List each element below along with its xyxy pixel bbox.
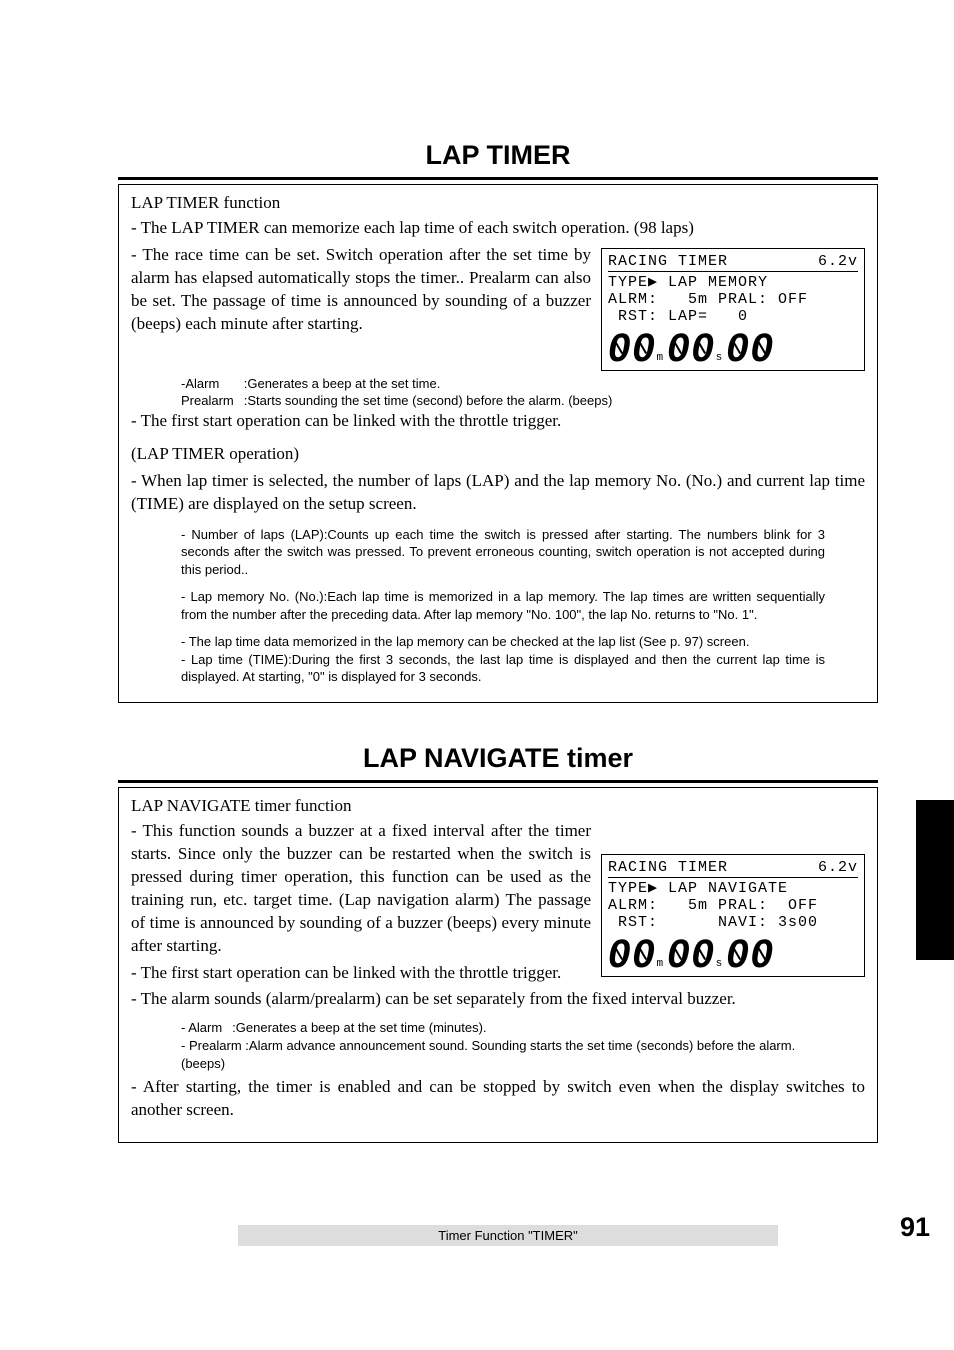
note-line: - The lap time data memorized in the lap…: [181, 633, 825, 651]
lcd-header-right: 6.2v: [818, 253, 858, 270]
paragraph: - The alarm sounds (alarm/prealarm) can …: [131, 988, 865, 1011]
note-block: - The lap time data memorized in the lap…: [181, 633, 825, 686]
paragraph: - The first start operation can be linke…: [131, 410, 865, 433]
divider: [118, 177, 878, 180]
lcd-row: ALRM: 5m PRAL: OFF: [608, 291, 858, 308]
alarm-notes: -Alarm :Generates a beep at the set time…: [181, 375, 612, 410]
note-val: :Generates a beep at the set time.: [244, 375, 613, 393]
lcd-screen-lap-memory: RACING TIMER 6.2v TYPE▶ LAP MEMORY ALRM:…: [601, 248, 865, 371]
footer-caption: Timer Function "TIMER": [238, 1225, 778, 1246]
lap-timer-box: LAP TIMER function - The LAP TIMER can m…: [118, 184, 878, 703]
lcd-row: RST: LAP= 0: [608, 308, 858, 325]
note-block: - Lap memory No. (No.):Each lap time is …: [181, 588, 825, 623]
note-val: :Starts sounding the set time (second) b…: [244, 392, 613, 410]
lcd-row: ALRM: 5m PRAL: OFF: [608, 897, 858, 914]
section-title-lap-timer: LAP TIMER: [118, 140, 878, 171]
operation-heading: (LAP TIMER operation): [131, 443, 865, 466]
lap-navigate-heading: LAP NAVIGATE timer function: [131, 796, 865, 816]
lcd-header-left: RACING TIMER: [608, 859, 728, 876]
lcd-screen-lap-navigate: RACING TIMER 6.2v TYPE▶ LAP NAVIGATE ALR…: [601, 854, 865, 977]
lcd-row: TYPE▶ LAP MEMORY: [608, 274, 858, 291]
note-block: - Number of laps (LAP):Counts up each ti…: [181, 526, 825, 579]
section-title-lap-navigate: LAP NAVIGATE timer: [118, 743, 878, 774]
note-val: :Generates a beep at the set time (minut…: [232, 1019, 486, 1037]
note-line: - Prealarm :Alarm advance announcement s…: [181, 1037, 825, 1072]
note-line: - Lap time (TIME):During the first 3 sec…: [181, 651, 825, 686]
lap-timer-heading: LAP TIMER function: [131, 193, 865, 213]
lcd-row: RST: NAVI: 3s00: [608, 914, 858, 931]
note-key: - Alarm: [181, 1019, 232, 1037]
lap-navigate-box: LAP NAVIGATE timer function RACING TIMER…: [118, 787, 878, 1143]
paragraph: - The LAP TIMER can memorize each lap ti…: [131, 217, 865, 240]
divider: [118, 780, 878, 783]
lcd-row: TYPE▶ LAP NAVIGATE: [608, 880, 858, 897]
paragraph: - After starting, the timer is enabled a…: [131, 1076, 865, 1122]
lcd-header-left: RACING TIMER: [608, 253, 728, 270]
lcd-time-display: 00 m 00 s 00: [608, 328, 858, 368]
lcd-time-display: 00 m 00 s 00: [608, 934, 858, 974]
paragraph: - When lap timer is selected, the number…: [131, 470, 865, 516]
alarm-notes: - Alarm :Generates a beep at the set tim…: [181, 1019, 825, 1072]
note-key: Prealarm: [181, 392, 244, 410]
lcd-header-right: 6.2v: [818, 859, 858, 876]
side-label-function: Function: [922, 808, 942, 880]
note-key: -Alarm: [181, 375, 244, 393]
page-number: 91: [900, 1212, 930, 1243]
